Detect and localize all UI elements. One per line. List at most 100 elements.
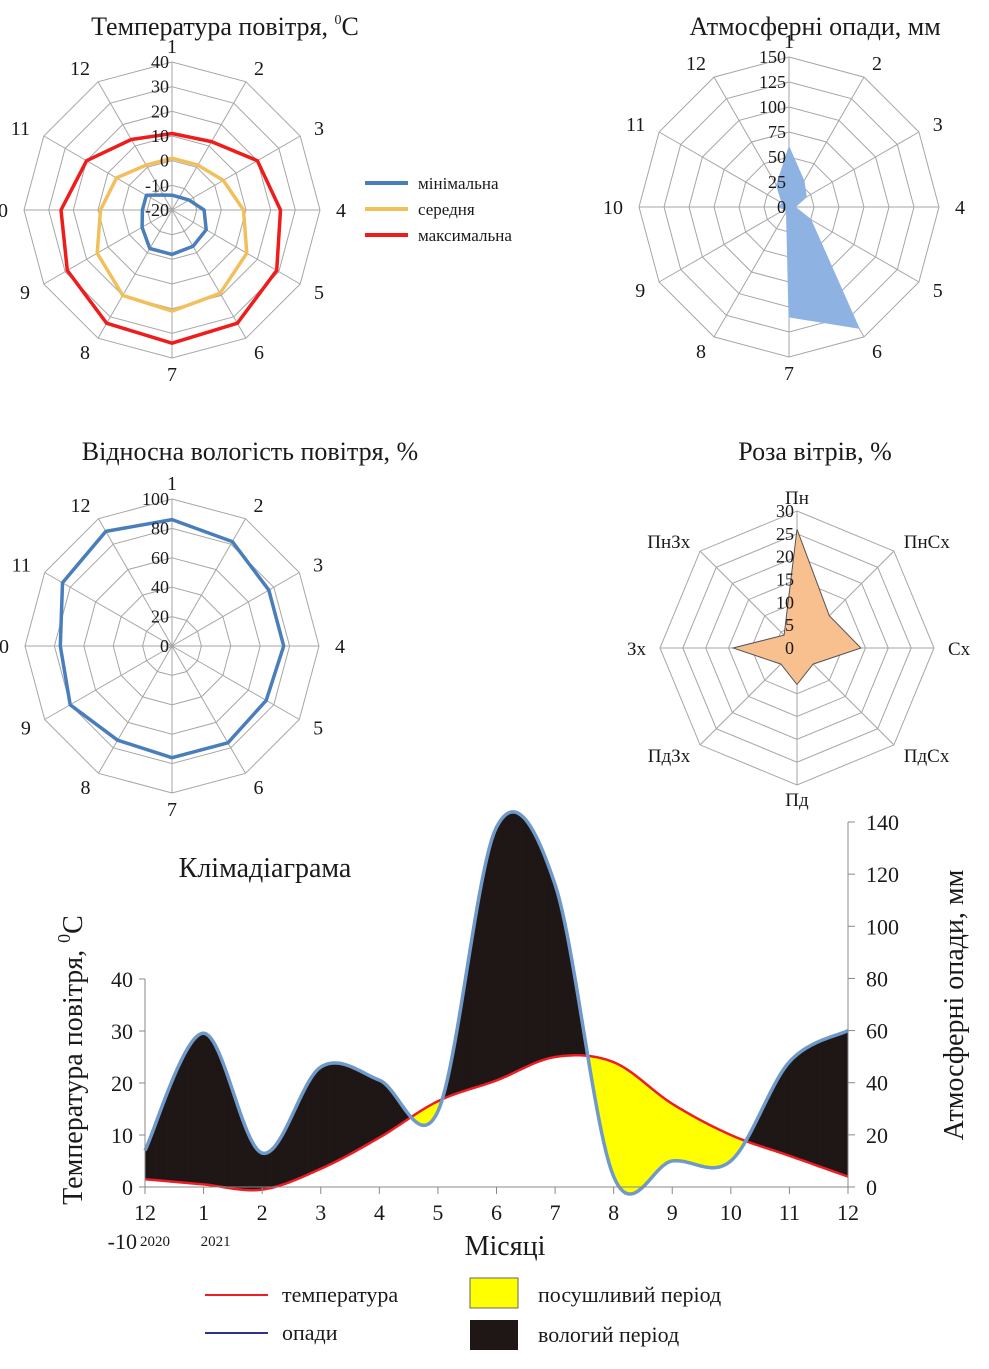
wet-period-area xyxy=(200,1032,204,1185)
x-tick-label: 9 xyxy=(667,1200,678,1225)
radar-axis-label: 4 xyxy=(955,197,965,219)
wet-period-area xyxy=(501,815,505,1079)
radar-axis-label: 2 xyxy=(254,58,264,80)
wet-period-area xyxy=(187,1043,191,1184)
radar-tick-label: 20 xyxy=(776,547,794,567)
wet-period-area xyxy=(222,1063,226,1188)
wet-period-area xyxy=(249,1137,253,1191)
radar-axis-label: 5 xyxy=(314,282,324,304)
radar-axis-label: 5 xyxy=(933,280,943,302)
radar-tick-label: 0 xyxy=(777,197,786,217)
radar-tick-label: 75 xyxy=(768,122,786,142)
radar-axis-label: 8 xyxy=(80,342,90,364)
dry-period-area xyxy=(720,1130,724,1167)
wind-rose-title: Роза вітрів, % xyxy=(738,437,891,466)
wet-period-area xyxy=(537,840,541,1063)
dry-period-area xyxy=(698,1118,702,1167)
dry-period-area xyxy=(693,1116,697,1166)
radar-tick-label: -10 xyxy=(145,175,169,195)
wet-period-area xyxy=(376,1078,380,1140)
dry-period-area xyxy=(728,1133,732,1164)
wet-period-area xyxy=(786,1061,790,1157)
wet-period-area xyxy=(242,1119,246,1191)
wet-period-area xyxy=(271,1146,275,1189)
wet-period-area xyxy=(261,1152,265,1190)
wet-period-area xyxy=(530,825,534,1066)
wet-period-area xyxy=(286,1121,290,1184)
radar-spoke xyxy=(43,135,173,211)
radar-spoke xyxy=(171,572,300,647)
radar-axis-label: 1 xyxy=(167,36,177,58)
humidity-radar-chart: 020406080100123456789101112 xyxy=(0,473,345,821)
climate-diagram-xlabel: Місяці xyxy=(465,1231,546,1262)
x-tick-label: 12 xyxy=(134,1200,156,1225)
wet-period-area xyxy=(374,1077,378,1141)
climate-diagram-right-ylabel: Атмосферні опади, мм xyxy=(939,869,970,1140)
temperature-radar-title: Температура повітря, 0С xyxy=(91,12,359,41)
wet-period-area xyxy=(359,1070,363,1150)
wet-period-area xyxy=(205,1033,209,1186)
radar-axis-label: 9 xyxy=(20,282,30,304)
radar-axis-label: 2 xyxy=(872,53,882,75)
temperature-legend: мінімальна середня максимальна xyxy=(365,174,512,245)
wet-period-area xyxy=(230,1083,234,1189)
wet-period-area xyxy=(774,1078,778,1153)
radar-spoke xyxy=(171,135,301,211)
wet-period-area xyxy=(810,1043,815,1165)
dry-period-area xyxy=(628,1069,632,1195)
dry-period-area xyxy=(632,1073,636,1195)
dry-period-area xyxy=(654,1090,658,1175)
dry-period-area xyxy=(649,1086,654,1180)
dry-period-area xyxy=(664,1098,668,1165)
dry-period-area xyxy=(713,1126,717,1169)
wet-period-area xyxy=(523,816,527,1069)
wet-period-area xyxy=(217,1051,221,1188)
legend-precipitation-label: опади xyxy=(282,1320,338,1345)
left-y-tick-label: 20 xyxy=(111,1071,133,1096)
wet-period-area xyxy=(564,923,568,1057)
radar-axis-label: 11 xyxy=(12,555,31,577)
climate-legend: температура опади посушливий період воло… xyxy=(205,1277,721,1350)
wet-period-area xyxy=(386,1084,390,1134)
wet-period-area xyxy=(498,818,502,1080)
radar-axis-label: 3 xyxy=(313,555,323,577)
wet-period-area xyxy=(827,1036,831,1171)
radar-axis-label: 7 xyxy=(167,364,177,386)
wet-period-area xyxy=(269,1148,273,1189)
wet-period-area xyxy=(276,1139,280,1187)
right-y-tick-label: 120 xyxy=(866,862,899,887)
wet-period-area xyxy=(832,1034,836,1173)
dry-period-area xyxy=(662,1096,666,1167)
radar-axis-label: 10 xyxy=(0,200,8,222)
wet-period-area xyxy=(769,1088,773,1151)
radar-tick-label: 20 xyxy=(151,607,169,627)
wet-period-area xyxy=(381,1080,385,1137)
wet-period-area xyxy=(237,1105,241,1190)
radar-spoke xyxy=(171,81,247,211)
radar-axis-label: Пд xyxy=(785,790,809,811)
radar-series-0 xyxy=(58,517,286,760)
wet-period-area xyxy=(181,1053,186,1184)
dry-period-area xyxy=(652,1088,656,1178)
wet-period-area xyxy=(232,1091,236,1190)
legend-min-label: мінімальна xyxy=(418,174,499,193)
wet-period-area xyxy=(508,811,512,1076)
wet-period-area xyxy=(303,1086,307,1177)
x-tick-label: 11 xyxy=(779,1200,800,1225)
wet-period-area xyxy=(789,1058,793,1158)
wet-period-area xyxy=(805,1046,809,1163)
wet-period-area xyxy=(278,1134,282,1187)
radar-tick-label: 30 xyxy=(151,77,169,97)
precipitation-radar-title: Атмосферні опади, мм xyxy=(689,12,940,41)
left-y-tick-label: -10 xyxy=(108,1229,137,1254)
dry-period-area xyxy=(671,1103,675,1162)
legend-mean-label: середня xyxy=(418,200,475,219)
wet-period-area xyxy=(313,1070,317,1173)
dry-period-area xyxy=(620,1065,624,1193)
wet-period-area xyxy=(784,1063,788,1156)
wet-period-area xyxy=(515,811,519,1073)
x-tick-label: 7 xyxy=(550,1200,561,1225)
wet-period-area xyxy=(244,1125,248,1191)
radar-axis-label: 1 xyxy=(784,31,794,53)
right-y-tick-label: 100 xyxy=(866,914,899,939)
